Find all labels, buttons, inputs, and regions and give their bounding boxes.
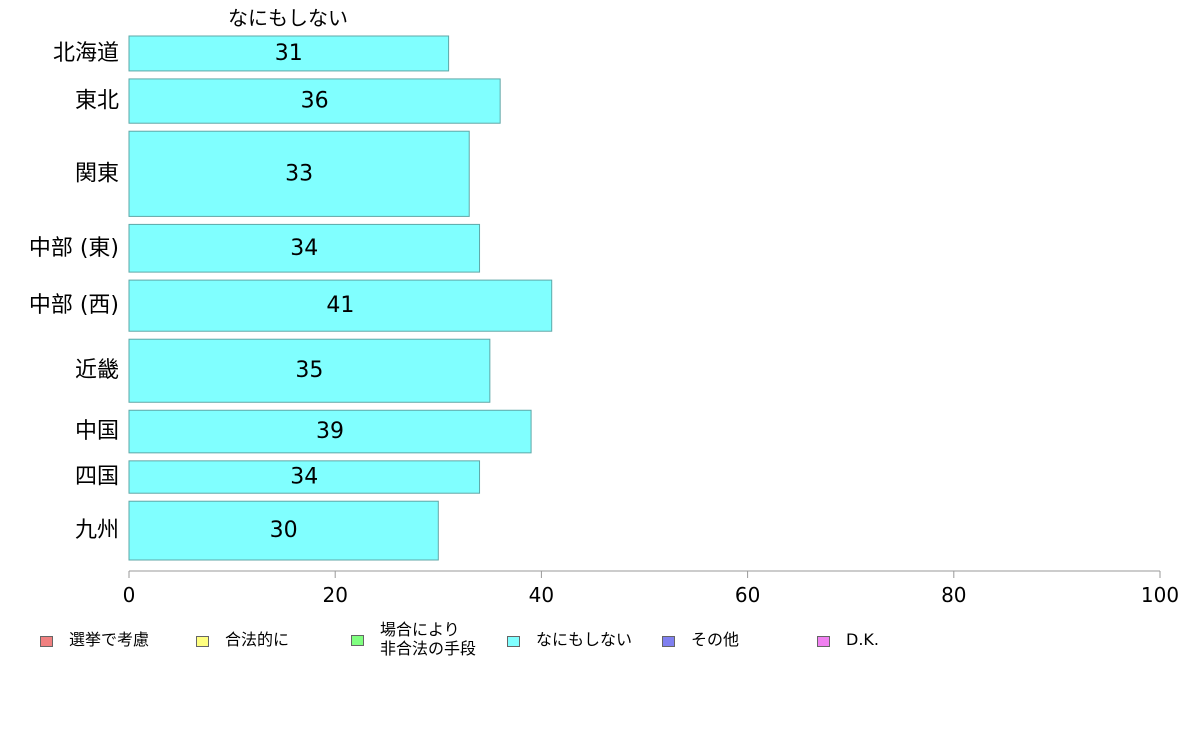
category-label: 中国 bbox=[75, 419, 119, 444]
legend-item: 選挙で考慮 bbox=[40, 630, 149, 649]
legend-swatch bbox=[351, 635, 364, 646]
category-label: 中部 (東) bbox=[29, 236, 119, 261]
x-tick-label: 40 bbox=[529, 583, 554, 607]
legend-swatch bbox=[507, 636, 520, 647]
data-label: 35 bbox=[295, 358, 323, 383]
data-label: 34 bbox=[290, 465, 318, 490]
category-label: 中部 (西) bbox=[29, 293, 119, 318]
legend-swatch bbox=[196, 636, 209, 647]
bar bbox=[128, 130, 470, 217]
legend-item: D.K. bbox=[817, 630, 879, 649]
x-tick-label: 0 bbox=[123, 583, 136, 607]
legend-swatch bbox=[817, 636, 830, 647]
category-label: 北海道 bbox=[53, 41, 119, 66]
legend-label: 選挙で考慮 bbox=[69, 630, 150, 649]
legend-label: D.K. bbox=[846, 630, 879, 649]
bar bbox=[128, 409, 532, 454]
legend-item: 場合により 非合法の手段 bbox=[351, 620, 476, 658]
x-tick-label: 60 bbox=[735, 583, 760, 607]
data-label: 41 bbox=[326, 293, 354, 318]
legend-label: なにもしない bbox=[536, 630, 633, 649]
x-tick-label: 20 bbox=[322, 583, 347, 607]
legend-swatch bbox=[40, 636, 53, 647]
legend-item: その他 bbox=[662, 630, 739, 649]
series-title: なにもしない bbox=[228, 6, 348, 30]
data-label: 30 bbox=[270, 518, 298, 543]
x-axis: 0 20 40 60 80 100 bbox=[123, 570, 1179, 607]
data-label: 39 bbox=[316, 419, 344, 444]
legend-item: 合法的に bbox=[196, 630, 289, 649]
bar bbox=[128, 338, 491, 403]
category-label: 近畿 bbox=[75, 358, 119, 383]
bars-group: 31 北海道 36 東北 33 関東 34 中部 (東) 41 中部 (西) 35 近畿 39 中国 34 四… bbox=[29, 35, 553, 561]
category-label: 九州 bbox=[75, 518, 119, 543]
bar bbox=[128, 279, 553, 332]
bar bbox=[128, 500, 439, 561]
x-tick-label: 100 bbox=[1141, 583, 1179, 607]
category-label: 関東 bbox=[75, 161, 119, 186]
data-label: 34 bbox=[290, 236, 318, 261]
data-label: 33 bbox=[285, 161, 313, 186]
legend-label: 場合により 非合法の手段 bbox=[380, 620, 477, 658]
category-label: 四国 bbox=[75, 465, 119, 490]
legend-item: なにもしない bbox=[507, 630, 632, 649]
bar bbox=[128, 35, 450, 72]
data-label: 36 bbox=[301, 89, 329, 114]
category-label: 東北 bbox=[75, 89, 119, 114]
bar bbox=[128, 223, 481, 273]
legend-label: 合法的に bbox=[225, 630, 290, 649]
legend-label: その他 bbox=[691, 630, 740, 649]
legend-swatch bbox=[662, 636, 675, 647]
x-tick-label: 80 bbox=[941, 583, 966, 607]
bar bbox=[128, 78, 501, 124]
bar bbox=[128, 460, 481, 494]
data-label: 31 bbox=[275, 41, 303, 66]
